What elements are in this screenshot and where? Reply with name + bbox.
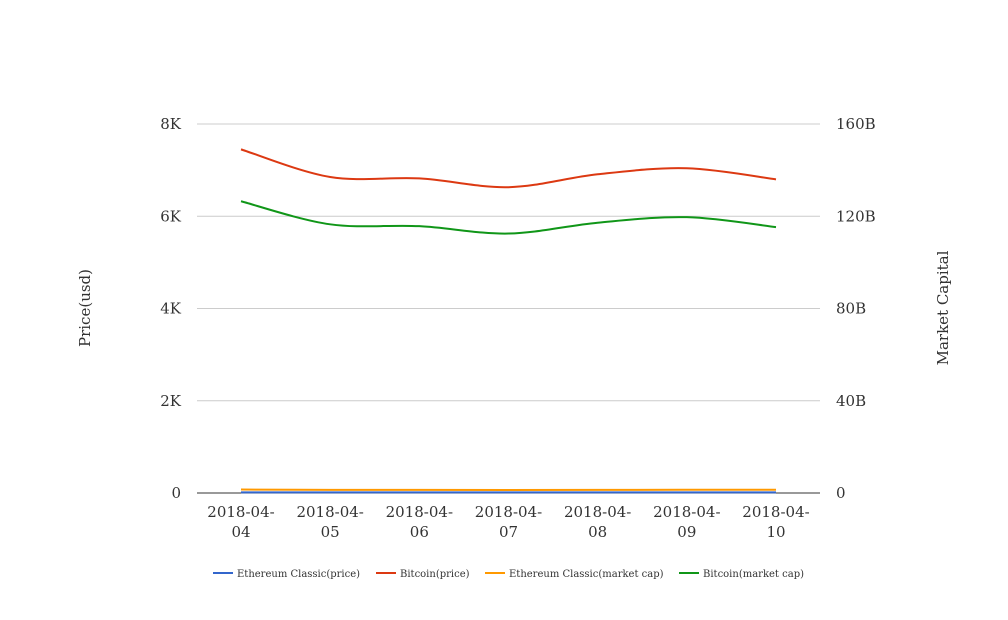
series-line-bitcoin-price — [241, 149, 776, 187]
x-tick-label-line: 2018-04- — [207, 503, 274, 521]
y-tick-label-left: 2K — [160, 392, 182, 410]
legend-item: Ethereum Classic(market cap) — [485, 569, 664, 580]
y-tick-label-right: 80B — [836, 300, 866, 318]
x-tick-label: 2018-04- 04 — [207, 503, 274, 541]
x-tick-label-line: 2018-04- — [564, 503, 631, 521]
x-tick-label-line: 05 — [321, 523, 340, 541]
x-tick-label-line: 09 — [677, 523, 696, 541]
legend-label: Bitcoin(price) — [400, 569, 470, 580]
legend-label: Bitcoin(market cap) — [703, 569, 804, 580]
x-tick-label-line: 2018-04- — [296, 503, 363, 521]
series-lines — [241, 149, 776, 492]
x-tick-label: 2018-04- 07 — [475, 503, 542, 541]
y-tick-label-right: 0 — [836, 484, 846, 502]
x-tick-label: 2018-04- 08 — [564, 503, 631, 541]
y-tick-label-right: 120B — [836, 207, 876, 225]
y-tick-label-right: 40B — [836, 392, 866, 410]
x-tick-label-line: 2018-04- — [653, 503, 720, 521]
x-tick-label: 2018-04- 05 — [296, 503, 363, 541]
legend-label: Ethereum Classic(price) — [237, 569, 360, 580]
x-tick-label-line: 2018-04- — [742, 503, 809, 521]
legend: Ethereum Classic(price) Bitcoin(price) Eth… — [213, 569, 804, 580]
series-line-bitcoin-market-cap — [241, 201, 776, 233]
legend-item: Bitcoin(market cap) — [679, 569, 804, 580]
x-tick-label-line: 10 — [766, 523, 785, 541]
x-tick-label: 2018-04- 09 — [653, 503, 720, 541]
legend-label: Ethereum Classic(market cap) — [509, 569, 664, 580]
y-axis-title-right: Market Capital — [934, 250, 952, 365]
x-tick-label: 2018-04- 10 — [742, 503, 809, 541]
x-tick-label-line: 2018-04- — [475, 503, 542, 521]
y-tick-label-right: 160B — [836, 115, 876, 133]
x-tick-label-line: 07 — [499, 523, 518, 541]
y-tick-label-left: 6K — [160, 207, 182, 225]
legend-item: Ethereum Classic(price) — [213, 569, 360, 580]
x-tick-label-line: 06 — [410, 523, 429, 541]
x-tick-label-line: 04 — [231, 523, 250, 541]
y-tick-label-left: 4K — [160, 300, 182, 318]
legend-item: Bitcoin(price) — [376, 569, 470, 580]
x-tick-label-line: 08 — [588, 523, 607, 541]
x-tick-label: 2018-04- 06 — [386, 503, 453, 541]
y-axis-title-left: Price(usd) — [76, 269, 94, 347]
y-tick-label-left: 8K — [160, 115, 182, 133]
y-tick-label-left: 0 — [171, 484, 181, 502]
x-tick-label-line: 2018-04- — [386, 503, 453, 521]
